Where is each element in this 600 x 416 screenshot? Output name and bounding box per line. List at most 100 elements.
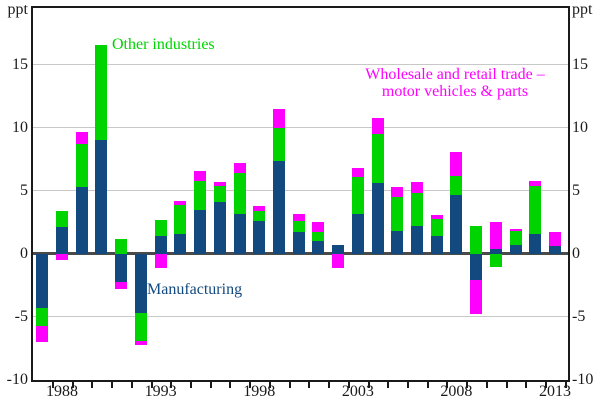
bar-segment-2011-wholesale (509, 228, 522, 232)
x-axis-tick (170, 382, 173, 388)
bar-segment-2003-wholesale (351, 168, 364, 177)
gridline-15 (33, 64, 568, 66)
x-axis-tick (387, 382, 390, 388)
y-axis-label-right-0: 0 (572, 244, 580, 262)
bar-segment-2002-wholesale (332, 253, 345, 268)
bar-segment-1988-other (56, 211, 69, 228)
bar-segment-2005-wholesale (391, 187, 404, 198)
x-axis-label-2003: 2003 (341, 383, 374, 400)
y-axis-unit-left: ppt (7, 1, 28, 18)
legend-wholesale: Wholesale and retail trade – motor vehic… (335, 66, 575, 101)
bar-segment-1999-other (272, 127, 285, 161)
bar-segment-2004-wholesale (371, 117, 384, 135)
bar-segment-1997-manufacturing (233, 213, 246, 254)
x-axis-label-1993: 1993 (144, 383, 177, 400)
bar-segment-1996-wholesale (213, 182, 226, 186)
x-axis-tick (190, 382, 193, 388)
bar-segment-2013-wholesale (549, 232, 562, 247)
x-axis-tick (209, 382, 212, 388)
bar-segment-2000-manufacturing (292, 232, 305, 254)
x-axis-tick (485, 382, 488, 388)
bar-segment-1991-other (115, 238, 128, 254)
bar-segment-1989-manufacturing (75, 187, 88, 254)
x-axis-tick (347, 382, 350, 388)
bar-segment-2001-wholesale (312, 222, 325, 233)
y-axis-label-left--5: -5 (14, 307, 28, 325)
bar-segment-1998-manufacturing (253, 221, 266, 254)
bar-segment-2012-wholesale (529, 180, 542, 186)
x-axis-tick (111, 382, 114, 388)
y-axis-unit-right: ppt (572, 1, 593, 18)
bar-segment-1987-manufacturing (36, 253, 49, 309)
bar-segment-1995-wholesale (194, 170, 207, 181)
gridline-5 (33, 190, 568, 192)
bar-segment-1992-manufacturing (134, 253, 147, 314)
bar-segment-1994-other (174, 204, 187, 234)
bar-segment-2001-other (312, 232, 325, 242)
bar-segment-2009-other (470, 226, 483, 254)
bar-segment-2007-other (430, 218, 443, 237)
x-axis-tick (229, 382, 232, 388)
bar-segment-1999-manufacturing (272, 160, 285, 254)
x-axis-tick (564, 382, 567, 388)
bar-segment-2010-manufacturing (489, 248, 502, 254)
y-axis-label-left-15: 15 (12, 55, 28, 73)
bar-segment-1998-other (253, 211, 266, 222)
x-axis-tick (505, 382, 508, 388)
bar-segment-2003-other (351, 176, 364, 214)
legend-manufacturing: Manufacturing (147, 281, 243, 298)
bar-segment-2008-wholesale (450, 151, 463, 176)
bar-segment-2008-other (450, 175, 463, 195)
zero-axis-line (33, 252, 568, 256)
y-axis-label-left-0: 0 (20, 244, 28, 262)
x-axis-tick (525, 382, 528, 388)
bar-segment-1989-wholesale (75, 131, 88, 145)
bar-segment-1988-manufacturing (56, 227, 69, 254)
bar-segment-1993-wholesale (154, 253, 167, 268)
gridline--5 (33, 316, 568, 318)
bar-segment-2001-manufacturing (312, 241, 325, 254)
bar-segment-2007-manufacturing (430, 236, 443, 254)
y-axis-label-left--10: -10 (6, 371, 28, 388)
bar-segment-2002-manufacturing (332, 245, 345, 254)
bar-segment-1988-wholesale (56, 253, 69, 261)
x-axis-tick (426, 382, 429, 388)
bar-segment-2000-wholesale (292, 213, 305, 222)
bar-segment-1987-wholesale (36, 325, 49, 343)
bar-segment-1992-wholesale (134, 340, 147, 345)
x-axis-tick (328, 382, 331, 388)
bar-segment-1996-manufacturing (213, 202, 226, 254)
bar-segment-1993-other (154, 219, 167, 237)
x-axis-tick (367, 382, 370, 388)
bar-segment-1999-wholesale (272, 108, 285, 128)
x-axis-label-1988: 1988 (46, 383, 79, 400)
bar-segment-2011-manufacturing (509, 245, 522, 254)
bar-segment-2006-wholesale (410, 182, 423, 194)
bar-segment-1995-other (194, 180, 207, 210)
x-axis-label-1998: 1998 (243, 383, 276, 400)
x-axis-label-2008: 2008 (440, 383, 473, 400)
bar-segment-1994-manufacturing (174, 233, 187, 254)
y-axis-label-right-5: 5 (572, 181, 580, 199)
bar-segment-1993-manufacturing (154, 236, 167, 254)
bar-segment-1994-wholesale (174, 200, 187, 205)
bar-segment-2004-manufacturing (371, 183, 384, 254)
bar-segment-2012-other (529, 185, 542, 234)
y-axis-label-left-5: 5 (20, 181, 28, 199)
y-axis-label-left-10: 10 (12, 118, 28, 136)
x-axis-tick (308, 382, 311, 388)
x-axis-tick (52, 382, 54, 388)
y-axis-label-right--10: -10 (572, 371, 594, 388)
bar-segment-1995-manufacturing (194, 209, 207, 254)
bar-segment-1989-other (75, 144, 88, 188)
bar-segment-2008-manufacturing (450, 194, 463, 254)
bar-segment-2010-wholesale (489, 222, 502, 249)
legend-wholesale-line1: Wholesale and retail trade – (365, 66, 545, 83)
bar-segment-2007-wholesale (430, 214, 443, 219)
x-axis-tick (545, 382, 547, 388)
bar-segment-1990-other (95, 44, 108, 141)
bar-segment-2013-manufacturing (549, 246, 562, 254)
bar-segment-2005-manufacturing (391, 231, 404, 254)
bar-segment-2012-manufacturing (529, 233, 542, 254)
x-axis-tick (249, 382, 252, 388)
